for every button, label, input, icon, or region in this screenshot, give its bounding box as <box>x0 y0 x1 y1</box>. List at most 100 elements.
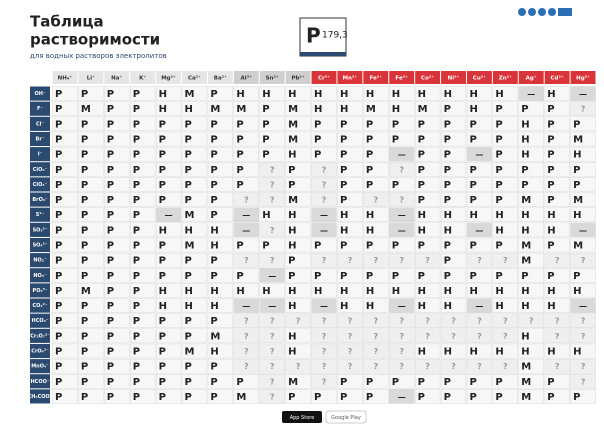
cell <box>311 237 337 253</box>
cell <box>207 283 234 298</box>
cell-value: P <box>262 104 269 115</box>
anion-header <box>30 131 50 147</box>
cell-value: P <box>547 392 554 403</box>
cell <box>155 268 182 283</box>
cell-value: P <box>159 135 166 146</box>
cell <box>466 207 493 222</box>
cell <box>104 116 130 132</box>
cell-value: P <box>418 119 425 130</box>
cell-value: P <box>366 119 373 130</box>
cell <box>78 86 104 101</box>
cell <box>570 343 596 359</box>
cation-header <box>52 71 78 84</box>
cell-value: H <box>236 286 244 297</box>
cell <box>130 177 156 192</box>
cell <box>155 192 182 207</box>
cation-label: Cu²⁺ <box>473 75 486 82</box>
cell <box>518 374 544 389</box>
cell-value: H <box>495 210 503 221</box>
cell-value: M <box>236 104 246 115</box>
cell-value: H <box>185 225 193 236</box>
cell <box>440 313 467 328</box>
cell-value: P <box>159 256 166 267</box>
cell <box>104 222 130 238</box>
cell <box>311 207 337 222</box>
cell <box>544 177 570 192</box>
cell-value: P <box>444 241 451 252</box>
cell-value: H <box>340 210 348 221</box>
cell-value: H <box>469 89 477 100</box>
cell <box>414 237 441 253</box>
cell-value: H <box>444 347 452 358</box>
anion-header <box>30 237 50 253</box>
cell <box>233 177 259 192</box>
cell <box>130 86 156 101</box>
cell-value: H <box>210 286 218 297</box>
cell-value: ? <box>270 377 275 386</box>
cell <box>78 268 104 283</box>
cell <box>414 268 441 283</box>
cell-value: ? <box>322 317 327 326</box>
cell-value: P <box>314 150 321 161</box>
cell <box>389 116 415 132</box>
cell <box>466 237 493 253</box>
cell <box>78 389 104 404</box>
cell-value: H <box>469 347 477 358</box>
cell <box>155 131 182 147</box>
cell-value: H <box>288 301 296 312</box>
anion-header <box>30 343 50 359</box>
cell-value: P <box>210 271 217 282</box>
cell-value: P <box>159 180 166 191</box>
cation-header <box>492 71 518 84</box>
cell-value: M <box>236 392 246 403</box>
cell <box>363 237 389 253</box>
cell-value: H <box>469 286 477 297</box>
cell-value: ? <box>477 362 482 371</box>
cell <box>570 146 596 162</box>
cell <box>130 131 156 147</box>
cell <box>492 207 518 222</box>
cell-value: ? <box>477 317 482 326</box>
cell <box>389 283 415 298</box>
cell <box>311 222 337 238</box>
cell <box>518 162 544 177</box>
cell-value: — <box>398 150 406 159</box>
cell <box>389 177 415 192</box>
cell <box>259 358 285 374</box>
anion-header <box>30 192 50 207</box>
cell-value: P <box>366 180 373 191</box>
cell <box>466 192 493 207</box>
cell-value: ? <box>373 362 378 371</box>
cell <box>78 298 104 313</box>
cell <box>466 389 493 404</box>
cell-value: H <box>288 347 296 358</box>
cell <box>78 192 104 207</box>
cell <box>363 313 389 328</box>
cell-value: P <box>314 241 321 252</box>
cell-value: ? <box>373 256 378 265</box>
cell <box>544 146 570 162</box>
cell <box>544 207 570 222</box>
cell <box>104 374 130 389</box>
cell-value: P <box>133 286 140 297</box>
cell <box>414 283 441 298</box>
cell-value: M <box>573 241 583 252</box>
cell <box>233 389 259 404</box>
cell <box>363 207 389 222</box>
cell <box>233 268 259 283</box>
cell-value: ? <box>322 377 327 386</box>
cell-value: P <box>81 377 88 388</box>
cell-value: P <box>547 135 554 146</box>
cell <box>363 343 389 359</box>
cell <box>492 358 518 374</box>
cell-value: H <box>469 104 477 115</box>
cell-value: P <box>366 165 373 176</box>
cell-value: P <box>314 392 321 403</box>
cell-value: — <box>242 211 250 220</box>
cell <box>104 328 130 344</box>
cell <box>181 146 208 162</box>
cell <box>207 146 234 162</box>
cell-value: H <box>185 301 193 312</box>
cell-value: H <box>159 301 167 312</box>
cell <box>259 116 285 132</box>
